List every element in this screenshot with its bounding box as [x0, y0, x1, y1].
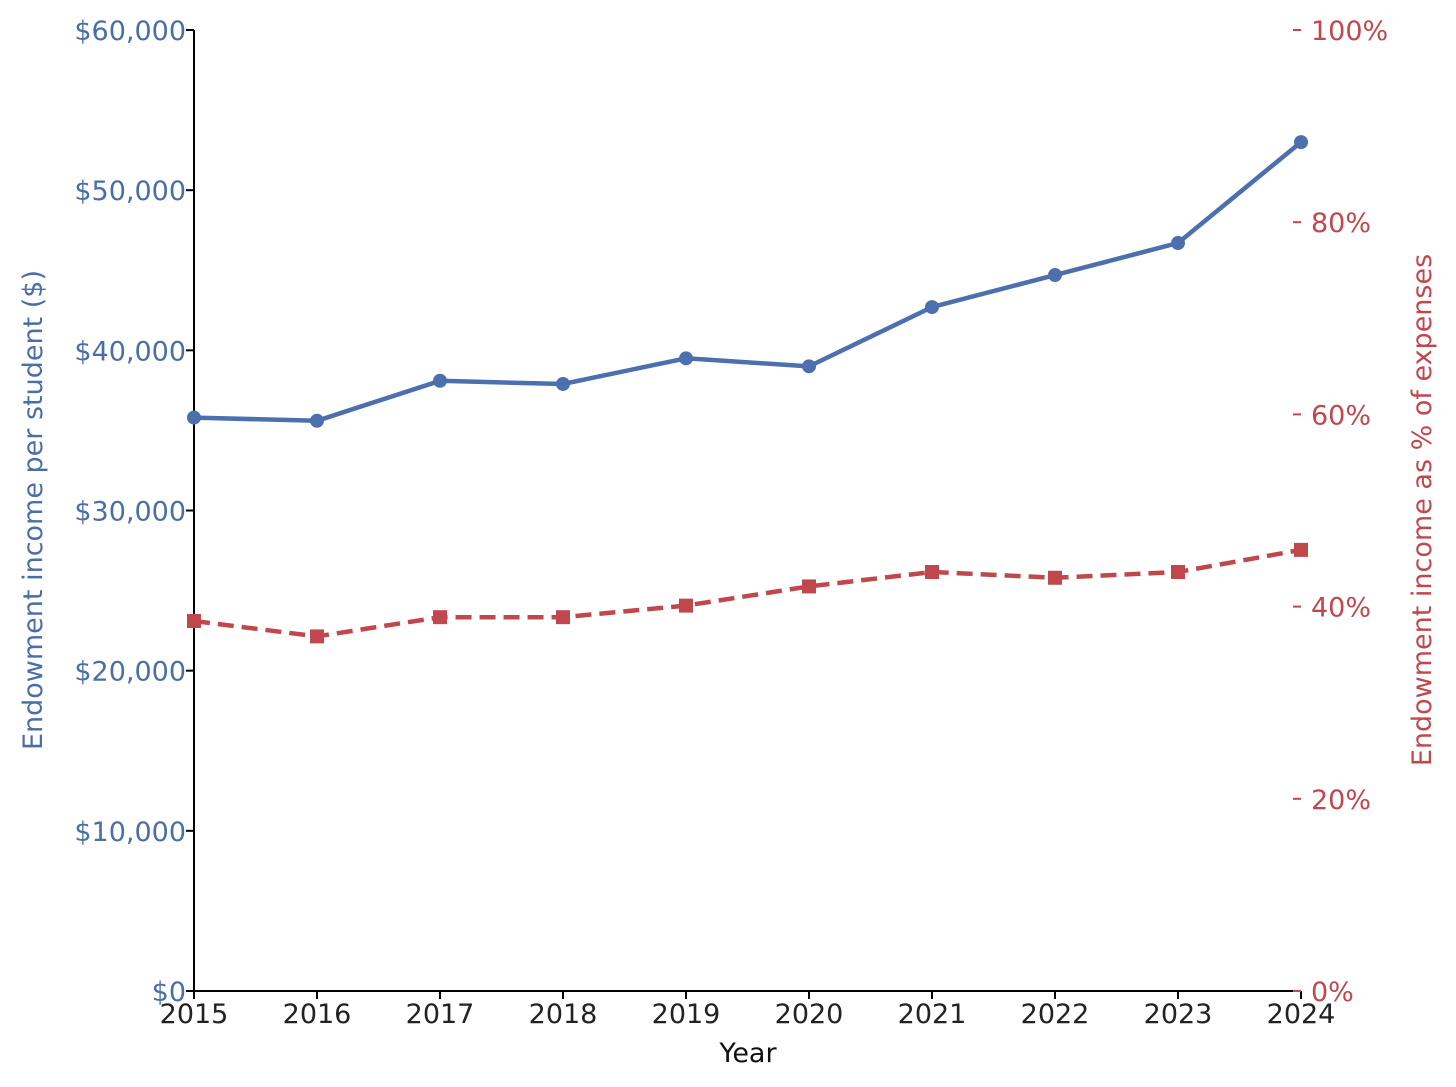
- data-point-left: [1048, 268, 1062, 283]
- series-line-left: [193, 140, 1303, 424]
- data-point-left: [1171, 236, 1185, 251]
- data-point-right: [1171, 565, 1185, 580]
- y-tick-label-left: $40,000: [74, 336, 186, 367]
- x-tick-label: 2024: [1267, 999, 1336, 1030]
- data-point-right: [556, 610, 570, 625]
- x-tick-label: 2019: [652, 999, 721, 1030]
- x-ticks: 2015 2016 2017 2018 2019 2020 2021 2022 2023 2024: [160, 991, 1336, 1030]
- data-point-left: [187, 410, 201, 425]
- y-ticks-right: 0% 20% 40% 60% 80% 100%: [1293, 16, 1388, 1008]
- data-point-left: [1294, 135, 1308, 150]
- x-tick-label: 2018: [529, 999, 598, 1030]
- y-tick-label-left: $50,000: [74, 176, 186, 207]
- x-tick-label: 2016: [283, 999, 352, 1030]
- y-axis-label-left: Endowment income per student ($): [18, 270, 49, 750]
- y-axis-label-right: Endowment income as % of expenses: [1407, 254, 1438, 766]
- data-point-right: [679, 598, 693, 613]
- data-point-left: [556, 376, 570, 391]
- data-point-right: [433, 610, 447, 625]
- y-tick-label-right: 80%: [1311, 208, 1371, 239]
- data-point-left: [433, 373, 447, 388]
- data-point-right: [925, 565, 939, 580]
- x-axis-label: Year: [718, 1038, 777, 1069]
- data-point-right: [1294, 542, 1308, 557]
- y-tick-label-right: 40%: [1311, 593, 1371, 624]
- x-tick-label: 2023: [1144, 999, 1213, 1030]
- series-layer: [187, 135, 1308, 644]
- data-point-right: [1048, 570, 1062, 585]
- y-ticks-left: $0 $10,000 $20,000 $30,000 $40,000 $50,000 $60…: [74, 16, 194, 1008]
- series-line-right: [193, 547, 1302, 639]
- data-point-right: [802, 579, 816, 594]
- data-point-left: [679, 351, 693, 366]
- y-tick-label-right: 0%: [1311, 977, 1354, 1008]
- y-tick-label-right: 100%: [1311, 16, 1388, 47]
- y-tick-label-left: $10,000: [74, 817, 186, 848]
- y-tick-label-right: 20%: [1311, 785, 1371, 816]
- x-tick-label: 2022: [1021, 999, 1090, 1030]
- data-point-right: [310, 629, 324, 644]
- data-point-left: [802, 359, 816, 374]
- y-tick-label-right: 60%: [1311, 400, 1371, 431]
- x-tick-label: 2020: [775, 999, 844, 1030]
- data-point-left: [310, 413, 324, 428]
- x-tick-label: 2021: [898, 999, 967, 1030]
- y-tick-label-left: $60,000: [74, 16, 186, 47]
- y-tick-label-left: $20,000: [74, 657, 186, 688]
- y-tick-label-left: $30,000: [74, 497, 186, 528]
- data-point-left: [925, 300, 939, 315]
- x-tick-label: 2017: [406, 999, 475, 1030]
- x-tick-label: 2015: [160, 999, 229, 1030]
- axes: [193, 30, 1301, 992]
- data-point-right: [187, 614, 201, 629]
- y-tick-label-left: $0: [152, 977, 186, 1008]
